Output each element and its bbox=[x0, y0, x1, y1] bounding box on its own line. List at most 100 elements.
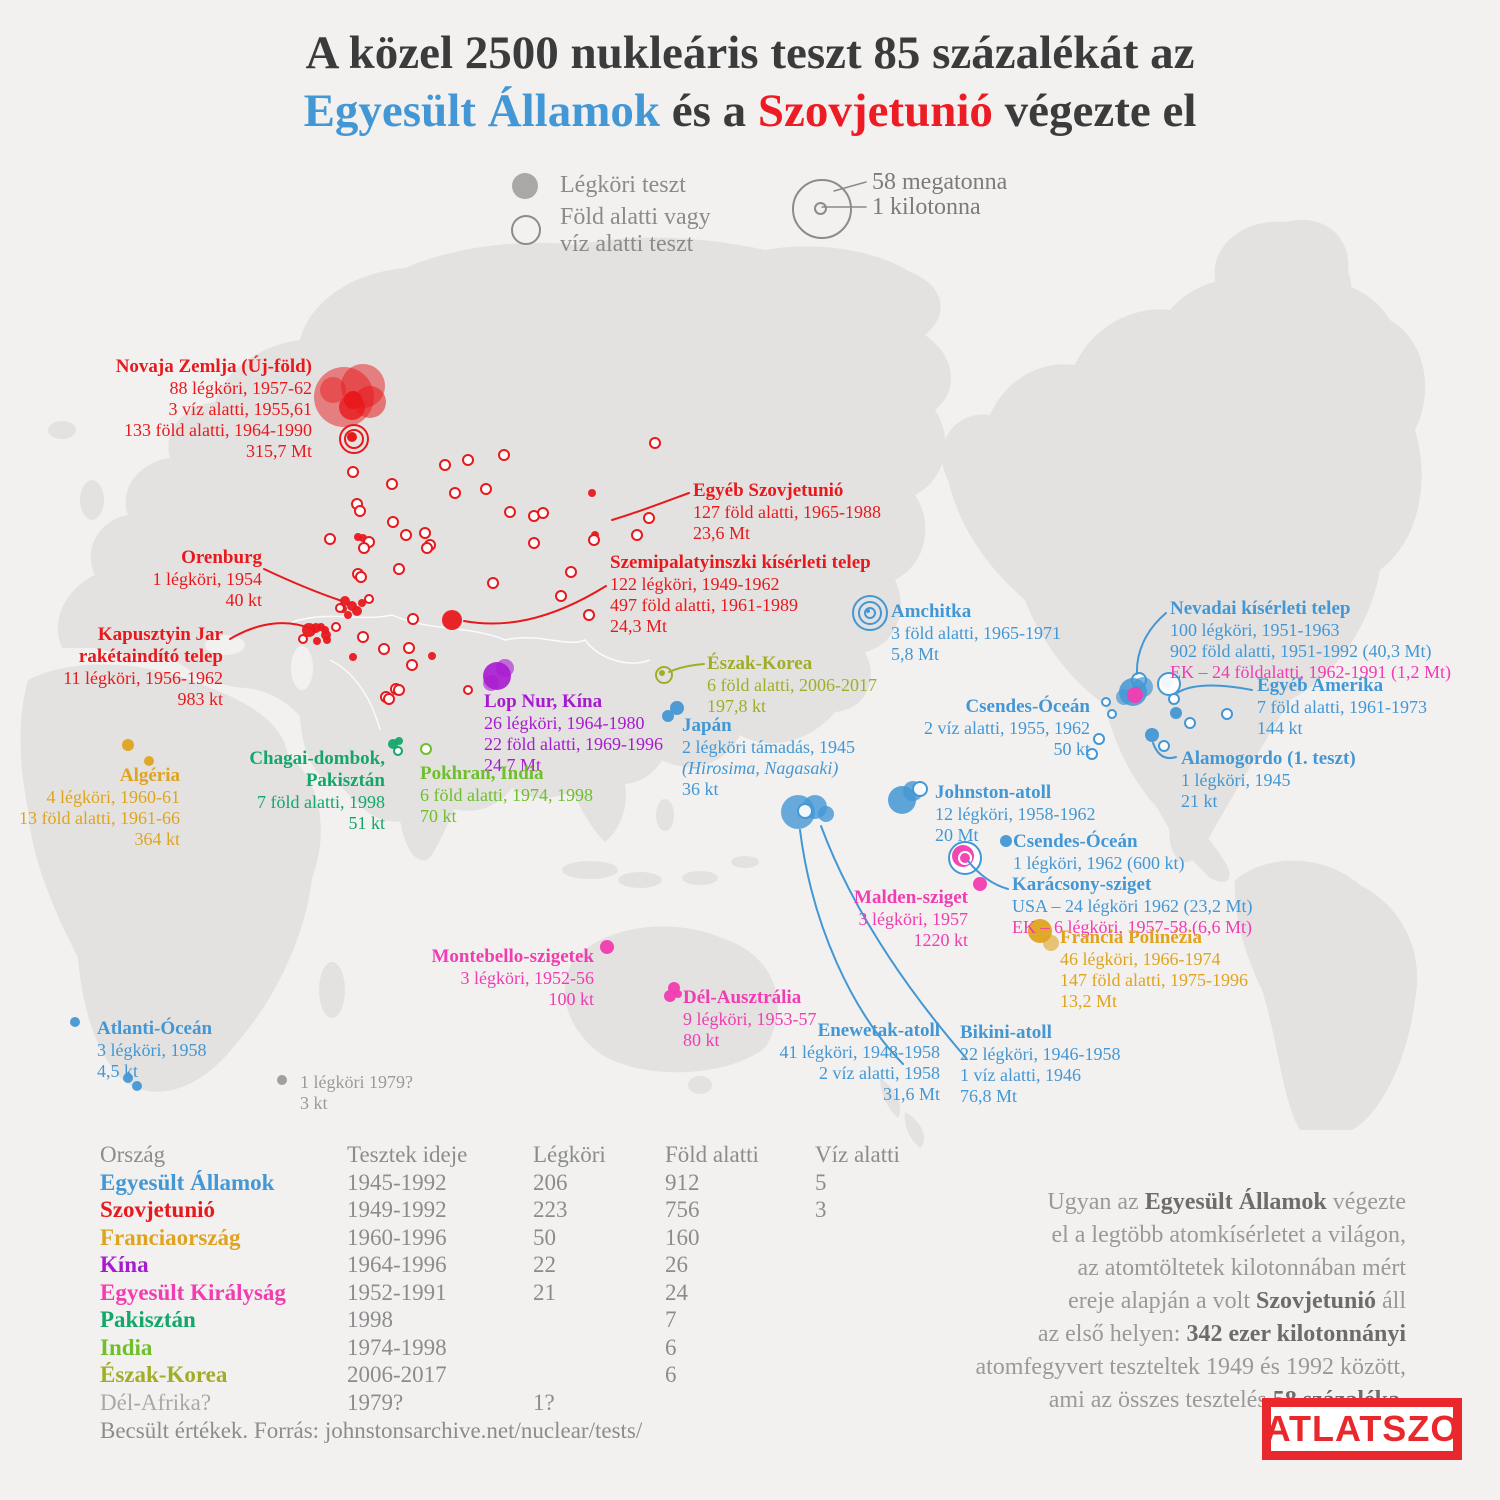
map-ring-marker bbox=[339, 424, 369, 454]
map-dot bbox=[588, 489, 596, 497]
table-cell-value: 6 bbox=[665, 1362, 677, 1387]
annotation-line: 11 légköri, 1956-1962 bbox=[63, 668, 223, 688]
annotation-line: 2 víz alatti, 1958 bbox=[819, 1063, 940, 1083]
annotation-amchitka: Amchitka 3 föld alatti, 1965-1971 5,8 Mt bbox=[891, 601, 1061, 665]
map-dot bbox=[388, 739, 398, 749]
annotation-line: 127 föld alatti, 1965-1988 bbox=[693, 502, 881, 522]
annotation-nevada: Nevadai kísérleti telep 100 légköri, 1951… bbox=[1170, 598, 1451, 683]
annotation-line: 21 kt bbox=[1181, 791, 1218, 811]
annotation-kapusztyin-jar: Kapusztyin Jar rakétaindító telep 11 légkö… bbox=[63, 624, 223, 710]
map-dot bbox=[670, 701, 684, 715]
table-cell-value: 50 bbox=[533, 1224, 556, 1250]
annotation-line: 3 légköri, 1957 bbox=[858, 909, 969, 929]
island-tasmania bbox=[688, 1076, 712, 1094]
table-header-cell: Víz alatti bbox=[815, 1142, 900, 1167]
annotation-line: 13 föld alatti, 1961-66 bbox=[19, 808, 180, 828]
annotation-title: Szemipalatyinszki kísérleti telep bbox=[610, 552, 871, 573]
annotation-line: 4 légköri, 1960-61 bbox=[46, 787, 180, 807]
map-dot bbox=[421, 542, 433, 554]
map-dot bbox=[1145, 728, 1159, 742]
paragraph-segment: Ugyan az bbox=[1047, 1189, 1145, 1215]
island-indonesia-2 bbox=[618, 872, 662, 888]
annotation-title: Novaja Zemlja (Új-föld) bbox=[115, 356, 312, 377]
map-dot bbox=[565, 566, 577, 578]
annotation-line: 22 föld alatti, 1969-1996 bbox=[484, 734, 663, 754]
map-dot bbox=[352, 606, 362, 616]
table-header-cell: Légköri bbox=[533, 1142, 606, 1167]
map-dot bbox=[1158, 740, 1170, 752]
island-indonesia-1 bbox=[562, 861, 618, 879]
map-dot bbox=[1043, 935, 1059, 951]
map-dot bbox=[344, 391, 362, 409]
title-su: Szovjetunió bbox=[757, 85, 993, 137]
annotation-line: 197,8 kt bbox=[707, 696, 767, 716]
island-indonesia-4 bbox=[731, 856, 759, 868]
table-header-cell: Ország bbox=[100, 1142, 166, 1167]
annotation-title: Chagai-dombok, bbox=[249, 748, 385, 769]
table-cell-country: Egyesült Királyság bbox=[100, 1279, 286, 1305]
map-dot bbox=[487, 577, 499, 589]
table-row: India 1974-1998 6 bbox=[100, 1334, 925, 1362]
map-dot bbox=[631, 529, 643, 541]
map-dot bbox=[1093, 733, 1105, 745]
paragraph-line: el a legtöbb atomkísérletet a világon, bbox=[806, 1219, 1406, 1252]
title-us: Egyesült Államok bbox=[303, 85, 661, 137]
map-dot bbox=[340, 596, 350, 606]
annotation-line: 3 légköri, 1958 bbox=[97, 1040, 207, 1060]
table-cell-country: Észak-Korea bbox=[100, 1362, 228, 1387]
annotation-line: 51 kt bbox=[348, 813, 385, 833]
continent-arabia bbox=[299, 696, 369, 782]
paragraph-line: Ugyan az Egyesült Államok végezte bbox=[806, 1186, 1406, 1219]
table-cell-country: India bbox=[100, 1334, 153, 1360]
annotation-line: (Hirosima, Nagasaki) bbox=[682, 758, 839, 778]
leader-line bbox=[229, 622, 313, 640]
map-ring-marker bbox=[858, 601, 882, 625]
table-cell-value: 22 bbox=[533, 1252, 556, 1277]
sea-black bbox=[205, 635, 245, 655]
annotation-line: 24,7 Mt bbox=[484, 755, 542, 775]
leader-line bbox=[611, 492, 690, 521]
annotation-title: Atlanti-Óceán bbox=[97, 1018, 213, 1039]
annotation-title: Enewetak-atoll bbox=[817, 1020, 940, 1041]
map-dot bbox=[1086, 748, 1098, 760]
table-row: Észak-Korea 2006-2017 6 bbox=[100, 1361, 925, 1389]
annotation-line: 100 légköri, 1951-1963 bbox=[1170, 620, 1340, 640]
annotation-line: 23,6 Mt bbox=[693, 523, 751, 543]
paragraph-line: az atomtöltetek kilotonnában mért bbox=[806, 1252, 1406, 1285]
table-cell-value: 2006-2017 bbox=[347, 1362, 447, 1387]
annotation-line: 364 kt bbox=[134, 829, 180, 849]
table-cell-value: 1945-1992 bbox=[347, 1169, 447, 1195]
map-dot bbox=[403, 642, 415, 654]
map-ring-marker bbox=[864, 607, 876, 619]
annotation-title: rakétaindító telep bbox=[78, 646, 223, 667]
annotation-line: 1 víz alatti, 1946 bbox=[960, 1065, 1081, 1085]
legend-filled-label: Légköri teszt bbox=[560, 172, 686, 198]
annotation-line: 1 légköri, 1945 bbox=[1181, 770, 1291, 790]
annotation-montebello: Montebello-szigetek 3 légköri, 1952-56 100… bbox=[431, 946, 594, 1010]
map-dot bbox=[442, 610, 462, 630]
table-cell-value: 1964-1996 bbox=[347, 1252, 447, 1277]
annotation-malden: Malden-sziget 3 légköri, 1957 1220 kt bbox=[854, 887, 968, 951]
annotation-line: 46 légköri, 1966-1974 bbox=[1060, 949, 1221, 969]
annotation-title: Francia Polinézia bbox=[1060, 927, 1202, 948]
map-dot bbox=[439, 459, 451, 471]
map-dot bbox=[818, 806, 834, 822]
map-dot bbox=[395, 737, 403, 745]
annotation-line: 50 kt bbox=[1053, 739, 1090, 759]
annotation-algeria: Algéria 4 légköri, 1960-61 13 föld alatti,… bbox=[19, 765, 180, 850]
legend-size-big-label: 58 megatonna bbox=[872, 169, 1008, 195]
continent-indochina bbox=[559, 741, 626, 842]
annotation-line: 1 légköri 1979? bbox=[300, 1072, 413, 1092]
leader-line bbox=[1152, 742, 1177, 759]
map-dot bbox=[132, 1081, 142, 1091]
map-dot bbox=[70, 1017, 80, 1027]
border-line-1 bbox=[291, 614, 651, 664]
map-dot bbox=[583, 609, 595, 621]
paragraph-segment: Szovjetunió bbox=[1256, 1288, 1376, 1314]
map-dot bbox=[1107, 709, 1117, 719]
annotation-pokhran: Pokhran, India 6 föld alatti, 1974, 1998 7… bbox=[420, 763, 593, 827]
annotation-chagai: Chagai-dombok, Pakisztán 7 föld alatti, 19… bbox=[249, 748, 385, 834]
